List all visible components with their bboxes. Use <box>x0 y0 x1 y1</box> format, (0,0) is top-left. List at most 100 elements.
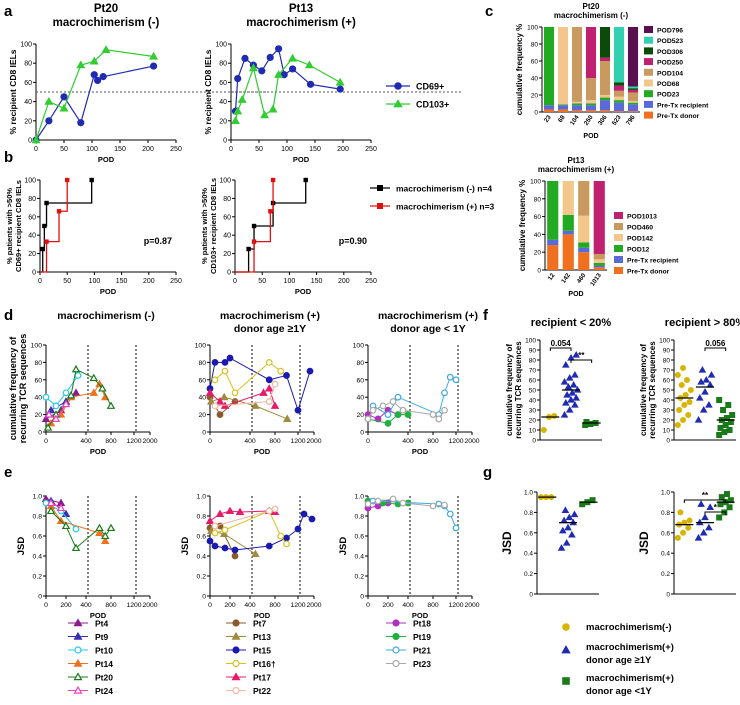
data-point <box>683 377 690 384</box>
bar-segment <box>562 181 574 215</box>
step-point <box>303 177 308 183</box>
data-point-Pt10 <box>72 525 80 533</box>
y-tick-label: 80 <box>534 196 542 203</box>
legend-swatch <box>644 90 653 98</box>
bar-segment <box>593 253 605 260</box>
y-tick-label: 100 <box>195 343 207 350</box>
y-tick-label: 40 <box>24 99 32 106</box>
x-tick-label: 800 <box>105 438 117 445</box>
x-tick-label: 2000 <box>464 438 479 445</box>
patient-legend-label: Pt10 <box>95 646 113 656</box>
data-point <box>568 530 576 538</box>
bar-segment <box>599 110 611 112</box>
data-point-Pt20 <box>95 523 104 532</box>
data-point-Pt15 <box>206 537 214 545</box>
data-point <box>706 381 714 388</box>
y-tick-label: 50 <box>529 388 537 395</box>
y-tick-label: 0.8 <box>197 514 207 521</box>
legend-swatch <box>644 58 653 66</box>
bar-segment <box>571 101 583 104</box>
bar-segment <box>627 102 639 105</box>
bar-segment <box>543 105 555 110</box>
bar-segment <box>571 27 583 102</box>
data-point <box>568 389 577 396</box>
data-point <box>570 510 579 518</box>
data-point <box>682 392 689 399</box>
y-tick-label: 90 <box>663 348 671 355</box>
x-tick-label: 800 <box>427 438 439 445</box>
bar-segment <box>613 82 625 86</box>
data-point-Pt21 <box>384 411 392 419</box>
data-point <box>93 76 102 85</box>
data-point <box>551 413 558 420</box>
bar-segment <box>599 95 611 98</box>
legend-swatch <box>644 68 653 76</box>
x-tick-label: 400 <box>402 602 414 609</box>
chart-title: macrochimerism (-) <box>554 11 629 20</box>
data-point-Pt23 <box>399 499 407 507</box>
bar-segment <box>557 109 569 112</box>
significance-bracket <box>704 511 727 515</box>
chart-title: macrochimerism (+) <box>246 17 356 29</box>
y-tick-label: 0.2 <box>524 571 533 578</box>
chart-a2: 0 20 40 60 80 100 0 50 100 150 200 250 Pt13 macrochim… <box>203 3 461 164</box>
data-point <box>562 399 570 406</box>
bar-segment <box>627 89 639 93</box>
y-tick-label: 100 <box>24 178 36 185</box>
x-tick-label: 100 <box>284 278 296 285</box>
bar-segment <box>585 78 597 101</box>
data-point-Pt24 <box>46 498 56 507</box>
series-line-Pt10 <box>45 375 79 407</box>
data-point-Pt20 <box>89 373 99 382</box>
y-tick-label: 100 <box>659 338 670 345</box>
data-point-Pt10 <box>62 389 70 397</box>
bar-segment <box>562 214 574 231</box>
y-tick-label: 0 <box>38 430 42 437</box>
significance-bracket <box>683 499 727 503</box>
legend-b-label: macrochimerism (-) n=4 <box>396 184 492 194</box>
x-tick-label: 523 <box>611 114 623 127</box>
step-point <box>40 246 45 252</box>
x-tick-label: 200 <box>143 278 155 285</box>
legend-label: POD523 <box>657 38 683 45</box>
y-tick-label: 0 <box>28 138 32 145</box>
patient-legend-label: Pt17 <box>253 673 271 683</box>
data-point <box>686 517 693 524</box>
bar-segment <box>547 181 559 240</box>
patient-legend-marker <box>392 646 400 654</box>
bar-segment <box>578 181 590 216</box>
y-tick-label: 0 <box>360 594 364 601</box>
data-point <box>266 53 274 62</box>
legend-label: Pre-Tx recipient <box>627 258 679 265</box>
data-point-Pt20 <box>100 531 110 540</box>
y-tick-label: 100 <box>31 343 43 350</box>
legend-a-marker <box>394 82 402 90</box>
data-point <box>274 70 284 78</box>
x-tick-label: 142 <box>560 272 572 285</box>
data-point-Pt16 <box>265 359 273 366</box>
patient-legend-marker <box>232 659 240 668</box>
data-point-Pt16 <box>283 540 290 548</box>
y-tick-label: 40 <box>28 233 36 240</box>
y-tick-label: 20 <box>534 250 542 257</box>
x-tick-label: 0 <box>366 438 370 445</box>
x-tick-label: 1200 <box>126 438 141 445</box>
chart-b2: 0 20 40 60 80 100 0 50 100 150 200 250 POD % patients… <box>200 178 377 297</box>
y-tick-label: 0.2 <box>33 574 43 581</box>
legend-label: POD796 <box>657 28 683 35</box>
data-point <box>567 396 575 403</box>
legend-swatch <box>644 111 653 119</box>
legend-label: POD142 <box>627 236 653 243</box>
x-tick-label: 306 <box>597 114 609 127</box>
data-point <box>583 419 590 426</box>
x-tick-label: 400 <box>402 438 414 445</box>
data-point-Pt21 <box>452 376 460 384</box>
data-point-Pt23 <box>364 500 372 508</box>
step-point <box>251 223 257 229</box>
data-point <box>569 381 578 388</box>
data-point <box>336 85 344 93</box>
data-point <box>674 372 681 379</box>
data-point-Pt23 <box>364 415 372 423</box>
x-tick-label: 150 <box>311 278 323 285</box>
data-point-Pt23 <box>429 502 437 510</box>
